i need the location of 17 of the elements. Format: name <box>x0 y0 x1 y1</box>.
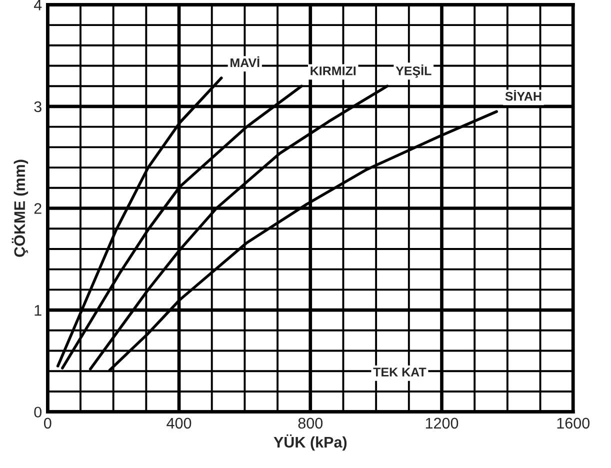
y-tick-label: 0 <box>34 406 42 418</box>
series-label: KIRMIZI <box>310 66 356 76</box>
y-tick-label: 3 <box>34 101 42 112</box>
series-label: YEŞİL <box>396 64 432 78</box>
x-tick-label: 400 <box>166 418 192 429</box>
x-tick-label: 0 <box>44 418 52 429</box>
series-label: SİYAH <box>505 90 542 101</box>
x-tick-label: 1600 <box>557 418 590 429</box>
y-axis-title: ÇÖKME (mm) <box>12 160 28 257</box>
y-tick-label: 4 <box>34 0 42 10</box>
x-tick-label: 800 <box>298 418 323 429</box>
x-axis-title: YÜK (kPa) <box>274 434 347 451</box>
y-tick-label: 2 <box>34 203 42 214</box>
annotation: TEK KAT <box>373 368 426 376</box>
x-tick-label: 1200 <box>426 418 458 429</box>
series-label: MAVİ <box>230 56 260 68</box>
y-tick-label: 1 <box>34 305 42 316</box>
